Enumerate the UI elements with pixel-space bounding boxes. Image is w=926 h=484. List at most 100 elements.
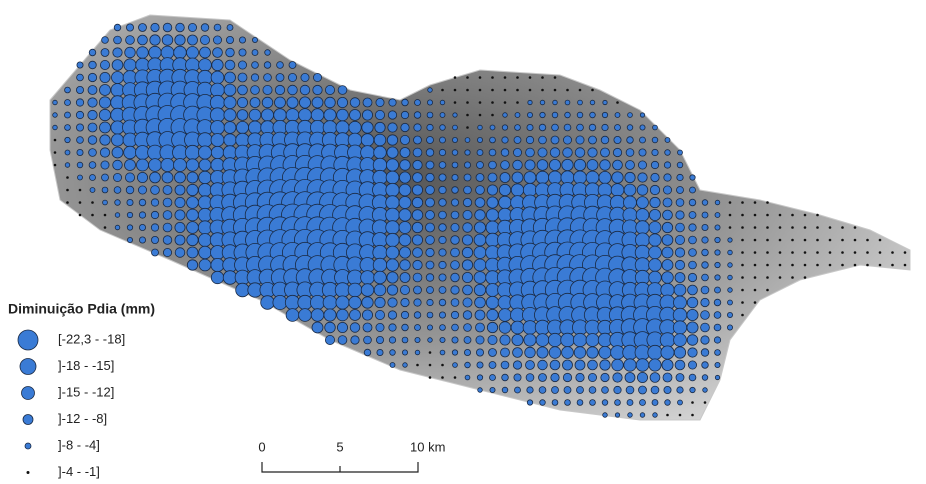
- dot: [126, 24, 133, 31]
- dot: [615, 400, 621, 406]
- dot: [139, 24, 147, 32]
- dot: [274, 109, 287, 122]
- dot: [77, 137, 84, 144]
- dot: [187, 234, 198, 245]
- dot: [866, 239, 869, 242]
- dot: [337, 322, 347, 332]
- dot: [779, 214, 782, 217]
- dot: [527, 124, 533, 130]
- dot: [127, 237, 132, 242]
- dot: [139, 212, 145, 218]
- dot: [400, 273, 410, 283]
- dot: [662, 272, 674, 284]
- dot: [539, 374, 547, 382]
- dot: [124, 59, 136, 71]
- dot: [439, 236, 446, 243]
- dot: [715, 275, 720, 280]
- dot: [175, 197, 185, 207]
- dot: [188, 23, 196, 31]
- dot: [715, 262, 720, 267]
- dot: [526, 374, 534, 382]
- dot: [487, 309, 498, 320]
- dot: [452, 162, 458, 168]
- dot: [388, 111, 396, 119]
- dot: [479, 114, 482, 117]
- dot: [364, 336, 372, 344]
- dot: [637, 185, 648, 196]
- dot: [76, 99, 83, 106]
- dot: [53, 113, 58, 118]
- dot: [549, 347, 561, 359]
- dot: [516, 101, 519, 104]
- dot: [754, 226, 757, 229]
- dot: [490, 375, 496, 381]
- dot: [841, 239, 844, 242]
- dot: [554, 76, 557, 79]
- dot: [514, 374, 521, 381]
- dot: [791, 226, 794, 229]
- dot: [501, 361, 509, 369]
- dot: [163, 186, 172, 195]
- dot: [454, 101, 457, 104]
- dot: [550, 148, 560, 158]
- dot: [816, 239, 819, 242]
- dot: [599, 346, 611, 358]
- dot: [151, 211, 158, 218]
- dot: [766, 239, 769, 242]
- dot: [214, 24, 221, 31]
- dot: [576, 373, 584, 381]
- dot: [199, 259, 211, 271]
- dot: [373, 245, 387, 259]
- dot: [125, 160, 136, 171]
- dot: [439, 287, 446, 294]
- dot: [226, 36, 233, 43]
- dot: [65, 150, 70, 155]
- dot: [124, 146, 137, 159]
- dot: [688, 285, 698, 295]
- dot: [741, 264, 744, 267]
- dot: [376, 98, 384, 106]
- dot: [673, 321, 686, 334]
- dot: [224, 84, 236, 96]
- dot: [551, 136, 559, 144]
- dot: [413, 173, 423, 183]
- dot: [213, 48, 223, 58]
- dot: [451, 299, 459, 307]
- dot: [451, 286, 459, 294]
- dot: [414, 299, 421, 306]
- dot: [465, 150, 470, 155]
- dot: [500, 335, 510, 345]
- dot: [426, 223, 435, 232]
- dot: [163, 236, 172, 245]
- dot: [463, 223, 473, 233]
- dot: [175, 172, 186, 183]
- dot: [252, 62, 259, 69]
- dot: [502, 125, 507, 130]
- dot: [76, 124, 83, 131]
- dot: [402, 99, 409, 106]
- dot: [152, 249, 159, 256]
- dot: [112, 72, 124, 84]
- dot: [463, 285, 473, 295]
- dot: [513, 348, 523, 358]
- dot: [428, 88, 433, 93]
- dot: [66, 176, 69, 179]
- dot: [238, 85, 248, 95]
- dot: [649, 246, 662, 259]
- dot: [186, 159, 198, 171]
- dot: [487, 197, 498, 208]
- dot: [426, 236, 435, 245]
- dot: [616, 101, 619, 104]
- dot: [236, 283, 250, 297]
- dot: [688, 273, 696, 281]
- dot: [816, 214, 819, 217]
- dot: [462, 272, 472, 282]
- dot: [426, 211, 435, 220]
- dot: [426, 261, 434, 269]
- dot: [113, 173, 121, 181]
- dot: [399, 172, 410, 183]
- dot: [513, 148, 521, 156]
- dot: [362, 310, 372, 320]
- dot: [389, 337, 395, 343]
- dot: [176, 23, 185, 32]
